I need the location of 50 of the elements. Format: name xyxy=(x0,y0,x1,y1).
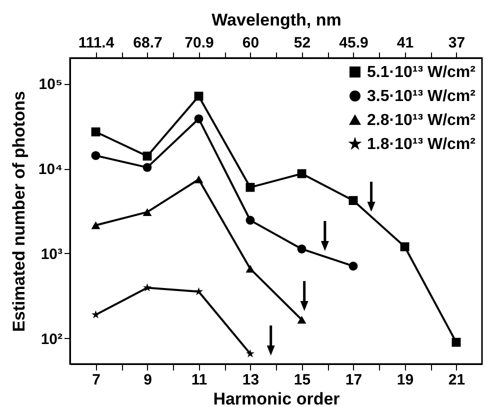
point xyxy=(297,316,306,324)
legend-label: 1.8·10¹³ W/cm² xyxy=(367,136,476,153)
x-tick-label: 11 xyxy=(191,372,208,388)
text: 52 xyxy=(294,34,311,52)
point xyxy=(297,244,306,254)
point xyxy=(91,151,100,160)
point xyxy=(452,338,461,347)
x-tick-label: 19 xyxy=(396,372,414,388)
text: 45.9 xyxy=(339,34,368,52)
y-tick-label: 10³ xyxy=(40,246,62,263)
point xyxy=(194,176,204,184)
point xyxy=(142,162,152,172)
point xyxy=(91,221,100,230)
legend-label: 3.5·10¹³ W/cm² xyxy=(367,88,476,105)
y-axis-title: Estimated number of photons xyxy=(9,91,28,332)
point xyxy=(92,310,100,318)
x2-axis-title: Wavelength, nm xyxy=(212,10,342,30)
point xyxy=(91,127,100,136)
x-tick-label: 13 xyxy=(242,372,260,388)
point xyxy=(142,208,152,216)
x-tick-label: 21 xyxy=(448,372,466,388)
point xyxy=(194,287,203,296)
text: 68.7 xyxy=(133,34,162,52)
text: 41 xyxy=(396,34,414,52)
point xyxy=(400,242,410,252)
point xyxy=(194,92,204,101)
legend-label: 2.8·10¹³ W/cm² xyxy=(367,112,476,129)
point xyxy=(348,196,358,205)
y-tick-label: 10⁴ xyxy=(38,161,62,178)
y-tick-label: 10⁵ xyxy=(38,76,62,94)
y-tick-label: 10² xyxy=(40,330,62,348)
point xyxy=(246,264,255,273)
text: 60 xyxy=(242,34,260,52)
point xyxy=(246,216,255,225)
x-tick-label: 9 xyxy=(144,372,152,388)
x-tick-label: 17 xyxy=(345,372,362,388)
point xyxy=(348,262,358,271)
text: 111.4 xyxy=(78,34,115,52)
legend-label: 5.1·10¹³ W/cm² xyxy=(367,64,476,81)
x-axis-title: Harmonic order xyxy=(213,390,340,407)
x-tick-label: 7 xyxy=(92,372,100,388)
point xyxy=(143,283,152,292)
x-tick-label: 15 xyxy=(294,372,311,388)
text: 37 xyxy=(448,34,466,52)
text: 70.9 xyxy=(184,34,214,52)
point xyxy=(142,152,152,161)
point xyxy=(297,169,306,178)
point xyxy=(194,114,204,124)
point xyxy=(246,349,254,358)
point xyxy=(246,182,255,192)
